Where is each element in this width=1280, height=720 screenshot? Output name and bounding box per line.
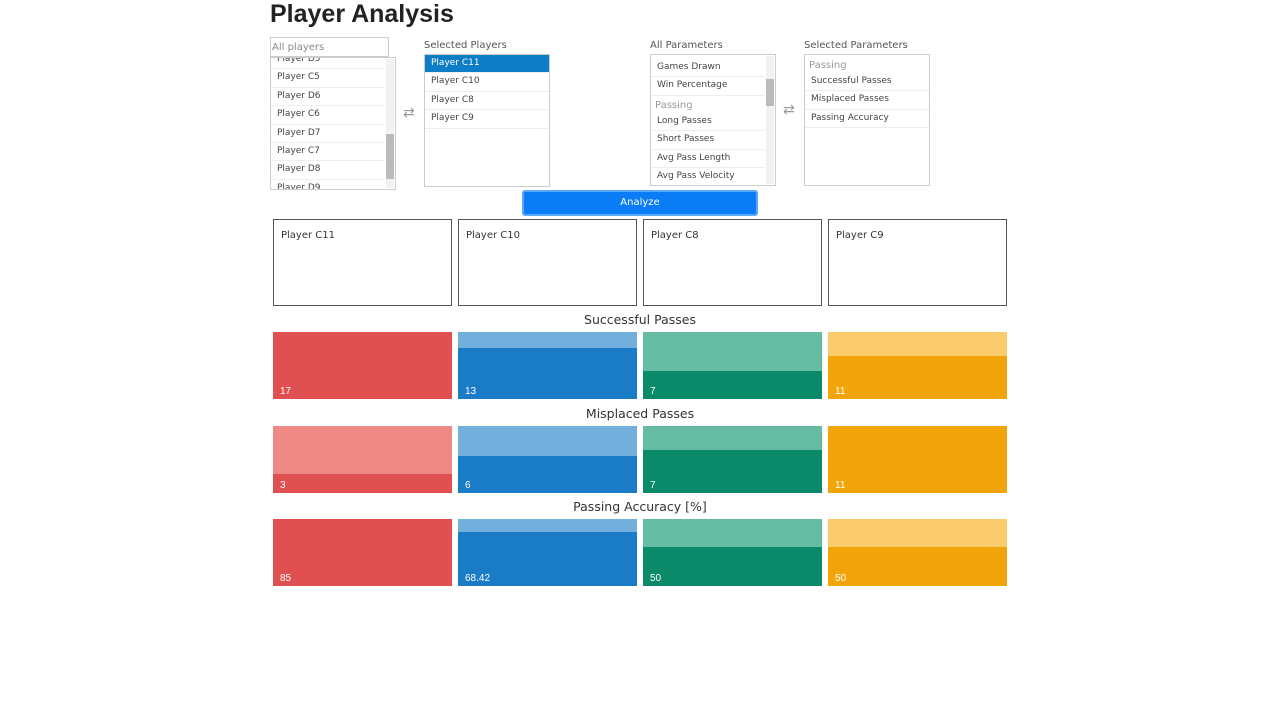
list-item[interactable]: Player D5 <box>271 58 385 70</box>
value-label: 50 <box>650 573 662 584</box>
metric-tile: 6 <box>458 425 637 493</box>
list-item[interactable]: Successful Passes <box>805 73 929 92</box>
player-card: Player C9 <box>828 219 1007 306</box>
title: Player Analysis <box>270 0 454 28</box>
value-label: 7 <box>650 386 656 397</box>
search-input[interactable]: All players <box>270 37 389 57</box>
value-label: 6 <box>465 479 471 491</box>
metric-tile: 7 <box>643 425 822 493</box>
value-label: 7 <box>650 479 656 491</box>
metric-bar <box>273 332 452 399</box>
all-parameters-list[interactable]: Games Drawn Win Percentage Passing Long Pas… <box>650 54 776 186</box>
analyze-button[interactable]: Analyze <box>522 190 758 216</box>
all-players-list[interactable]: Player D5 Player C5 Player D6 Player C6 Play… <box>270 57 396 190</box>
list-item[interactable]: Avg Pass Velocity <box>651 168 765 185</box>
metric-bar <box>828 546 1007 586</box>
metric-title: Passing Accuracy [%] <box>573 499 707 514</box>
value-label: 85 <box>280 573 292 584</box>
list-item[interactable]: Player C6 <box>271 106 385 125</box>
metric-tile: 68.42 <box>458 519 637 586</box>
value-label: 17 <box>280 386 292 397</box>
player-card: Player C11 <box>273 219 452 306</box>
metric-bar <box>273 474 452 493</box>
swap-icon[interactable]: ⇄ <box>783 102 795 118</box>
scroll-thumb[interactable] <box>386 134 394 179</box>
group-header: Passing <box>655 99 693 111</box>
label: All Parameters <box>650 40 723 51</box>
list-item[interactable]: Long Passes <box>651 113 765 132</box>
list-item[interactable]: Player C9 <box>425 110 549 129</box>
value-label: 11 <box>835 479 846 491</box>
scrollbar[interactable] <box>386 59 394 188</box>
list-item[interactable]: Misplaced Passes <box>805 91 929 110</box>
metric-tile: 13 <box>458 332 637 399</box>
scrollbar[interactable] <box>766 56 774 184</box>
value-label: 68.42 <box>465 573 491 584</box>
list-item[interactable]: Player D6 <box>271 88 385 107</box>
metric-title: Successful Passes <box>584 312 696 327</box>
player-card: Player C10 <box>458 219 637 306</box>
label: Selected Parameters <box>804 40 908 51</box>
metric-bar <box>828 355 1007 399</box>
metric-tile: 11 <box>828 332 1007 399</box>
value-label: 13 <box>465 386 477 397</box>
list-item[interactable]: Player C7 <box>271 143 385 162</box>
list-item[interactable]: Short Passes <box>651 131 765 150</box>
metric-tile: 85 <box>273 519 452 586</box>
selected-parameters-list[interactable]: Passing Successful Passes Misplaced Passes… <box>804 54 930 186</box>
value-label: 50 <box>835 573 847 584</box>
label: Selected Players <box>424 40 507 51</box>
list-item[interactable]: Win Percentage <box>651 77 765 96</box>
group-header: Passing <box>809 60 847 71</box>
list-item[interactable]: Player D9 <box>271 180 385 189</box>
player-card: Player C8 <box>643 219 822 306</box>
metric-tile: 17 <box>273 332 452 399</box>
list-item[interactable]: Player D7 <box>271 125 385 143</box>
metric-tile: 11 <box>828 425 1007 493</box>
metric-bar <box>458 347 637 399</box>
metric-bar <box>643 449 822 493</box>
metric-bar <box>643 546 822 586</box>
metric-tile: 50 <box>828 519 1007 586</box>
selected-players-list[interactable]: Player C11 Player C10 Player C8 Player C9 <box>424 54 550 187</box>
list-item[interactable]: Player C11 <box>425 55 549 74</box>
metric-tile: 3 <box>273 425 452 493</box>
scroll-thumb[interactable] <box>766 79 774 106</box>
value-label: 11 <box>835 386 846 397</box>
list-item[interactable]: Player C8 <box>425 92 549 111</box>
metric-tile: 50 <box>643 519 822 586</box>
metric-bar <box>273 519 452 586</box>
metric-title: Misplaced Passes <box>585 405 695 421</box>
list-item[interactable]: Player C5 <box>271 69 385 88</box>
metric-bar <box>458 455 637 493</box>
list-item[interactable]: Player C10 <box>425 73 549 92</box>
metric-bar <box>458 532 637 586</box>
list-item[interactable]: Games Drawn <box>651 59 765 78</box>
list-item[interactable]: Player D8 <box>271 161 385 180</box>
list-item[interactable]: Passing Accuracy <box>805 110 929 129</box>
metric-bar <box>828 425 1007 493</box>
list-item[interactable]: Avg Pass Length <box>651 150 765 168</box>
metric-tile: 7 <box>643 332 822 399</box>
swap-icon[interactable]: ⇄ <box>403 105 415 121</box>
value-label: 3 <box>280 479 286 491</box>
metric-bar <box>643 371 822 399</box>
